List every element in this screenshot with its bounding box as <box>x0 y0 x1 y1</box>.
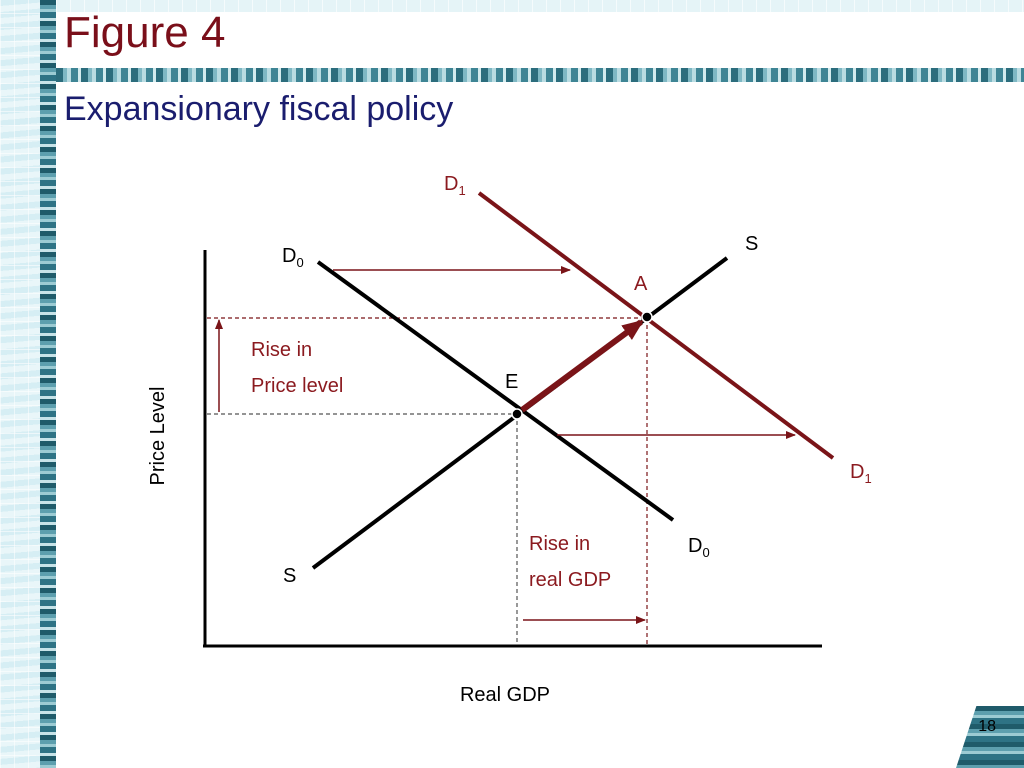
label-s-top: S <box>745 233 758 255</box>
x-axis-label: Real GDP <box>460 684 550 706</box>
demand-curve-d0 <box>316 260 675 522</box>
left-marble-stripe <box>40 0 56 768</box>
y-axis-label: Price Level <box>147 387 169 486</box>
label-d0-top: D0 <box>282 245 304 270</box>
label-point-e: E <box>505 371 518 393</box>
label-point-a: A <box>634 273 648 295</box>
label-d0-bottom: D0 <box>688 535 710 560</box>
equilibrium-point-a <box>641 311 653 323</box>
demand-curve-d1 <box>477 191 835 460</box>
equilibrium-move-arrow <box>520 319 645 413</box>
page-number: 18 <box>978 718 996 735</box>
title-divider-rule <box>56 68 1024 82</box>
gdp-rise-label-line2: real GDP <box>529 569 611 591</box>
top-decorative-strip <box>56 0 1024 12</box>
price-rise-label-line1: Rise in <box>251 339 312 361</box>
equilibrium-point-e <box>511 408 523 420</box>
gdp-rise-label-line1: Rise in <box>529 533 590 555</box>
label-d1-top: D1 <box>444 173 466 198</box>
page-subtitle: Expansionary fiscal policy <box>64 90 454 128</box>
label-s-bottom: S <box>283 565 296 587</box>
price-rise-label-line2: Price level <box>251 375 343 397</box>
page-title: Figure 4 <box>64 8 226 57</box>
label-d1-bottom: D1 <box>850 461 872 486</box>
left-decorative-border <box>0 0 56 768</box>
